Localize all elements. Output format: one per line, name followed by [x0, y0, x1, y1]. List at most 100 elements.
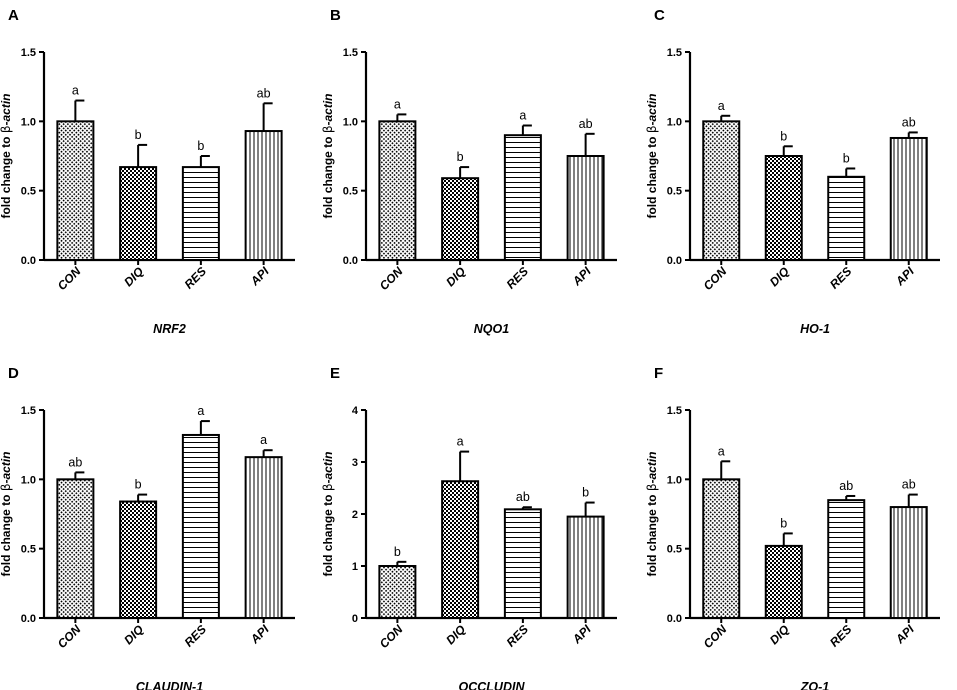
significance-label: a: [72, 84, 79, 98]
significance-label: b: [780, 129, 787, 143]
gene-label: NQO1: [474, 322, 509, 336]
y-tick-label: 0.0: [667, 613, 682, 625]
y-axis-label-text: fold change to: [0, 133, 13, 218]
y-axis-label-beta: β: [645, 126, 659, 134]
panel-letter: C: [654, 7, 665, 24]
significance-label: a: [260, 433, 267, 447]
bar: [378, 565, 417, 619]
y-tick-label: 3: [352, 457, 358, 469]
bar: [702, 478, 741, 620]
significance-label: b: [135, 478, 142, 492]
significance-label: ab: [579, 117, 593, 131]
panel-letter: D: [8, 365, 19, 382]
y-axis-label-actin: -actin: [0, 451, 13, 483]
y-tick-label: 0.0: [21, 255, 36, 267]
gene-label: HO-1: [800, 322, 830, 336]
bar: [503, 508, 542, 620]
category-label: DIQ: [443, 622, 468, 647]
bar: [244, 456, 283, 619]
category-label: API: [569, 264, 594, 289]
y-axis-label-beta: β: [321, 126, 335, 134]
bar: [764, 544, 803, 619]
y-tick-label: 4: [352, 405, 359, 417]
y-axis-label: fold change to β-actin: [0, 451, 13, 576]
category-label: DIQ: [443, 264, 468, 289]
bar: [566, 155, 605, 261]
y-axis-label-beta: β: [645, 484, 659, 492]
category-label: API: [892, 622, 917, 647]
bar: [503, 134, 542, 261]
bar: [56, 120, 95, 262]
category-label: RES: [827, 264, 854, 291]
category-label: API: [247, 264, 272, 289]
y-axis-label-beta: β: [321, 484, 335, 492]
y-axis-label-text: fold change to: [0, 491, 13, 576]
category-label: DIQ: [121, 264, 146, 289]
category-label: RES: [182, 622, 209, 649]
category-label: API: [892, 264, 917, 289]
significance-label: b: [135, 128, 142, 142]
category-label: RES: [827, 622, 854, 649]
significance-label: ab: [839, 479, 853, 493]
category-label: CON: [377, 264, 406, 293]
y-tick-label: 0.5: [21, 544, 36, 556]
gene-label: NRF2: [153, 322, 186, 336]
bar: [566, 515, 605, 619]
category-label: RES: [504, 622, 531, 649]
y-tick-label: 1.5: [21, 47, 36, 59]
y-tick-label: 1.0: [667, 116, 682, 128]
y-tick-label: 1.0: [667, 474, 682, 486]
category-label: CON: [701, 622, 730, 651]
bar: [56, 478, 95, 620]
y-axis-label-actin: -actin: [321, 93, 335, 125]
category-label: CON: [55, 622, 84, 651]
bar: [889, 136, 928, 261]
category-label: CON: [701, 264, 730, 293]
y-axis-label-beta: β: [0, 484, 13, 492]
significance-label: ab: [516, 490, 530, 504]
gene-label: CLAUDIN-1: [136, 680, 203, 690]
category-label: RES: [182, 264, 209, 291]
panel-letter: A: [8, 7, 19, 24]
y-tick-label: 0.5: [667, 186, 682, 198]
bar: [441, 480, 480, 619]
significance-label: a: [718, 99, 725, 113]
significance-label: b: [780, 516, 787, 530]
significance-label: ab: [902, 115, 916, 129]
y-tick-label: 0.0: [667, 255, 682, 267]
bar: [378, 120, 417, 262]
gene-label: ZO-1: [800, 680, 830, 690]
y-tick-label: 1.5: [21, 405, 36, 417]
significance-label: b: [843, 151, 850, 165]
significance-label: b: [457, 150, 464, 164]
y-axis-label-text: fold change to: [645, 133, 659, 218]
y-axis-label: fold change to β-actin: [645, 451, 659, 576]
bar: [181, 166, 220, 262]
significance-label: b: [394, 545, 401, 559]
panel-letter: B: [330, 7, 341, 24]
category-label: API: [569, 622, 594, 647]
y-tick-label: 1.5: [667, 405, 682, 417]
bar: [827, 499, 866, 619]
y-axis-label-beta: β: [0, 126, 13, 134]
significance-label: a: [394, 97, 401, 111]
y-tick-label: 0.5: [667, 544, 682, 556]
y-axis-label: fold change to β-actin: [645, 93, 659, 218]
y-tick-label: 0.5: [21, 186, 36, 198]
y-tick-label: 0.0: [21, 613, 36, 625]
significance-label: ab: [68, 455, 82, 469]
bar: [119, 166, 158, 262]
bar: [441, 177, 480, 261]
bar: [827, 175, 866, 261]
bar: [889, 506, 928, 620]
panel-letter: E: [330, 365, 340, 382]
y-tick-label: 1: [352, 561, 358, 573]
y-tick-label: 2: [352, 509, 358, 521]
significance-label: a: [718, 444, 725, 458]
y-axis-label-actin: -actin: [645, 93, 659, 125]
bar: [181, 433, 220, 619]
y-tick-label: 1.0: [21, 474, 36, 486]
category-label: DIQ: [121, 622, 146, 647]
significance-label: ab: [902, 478, 916, 492]
